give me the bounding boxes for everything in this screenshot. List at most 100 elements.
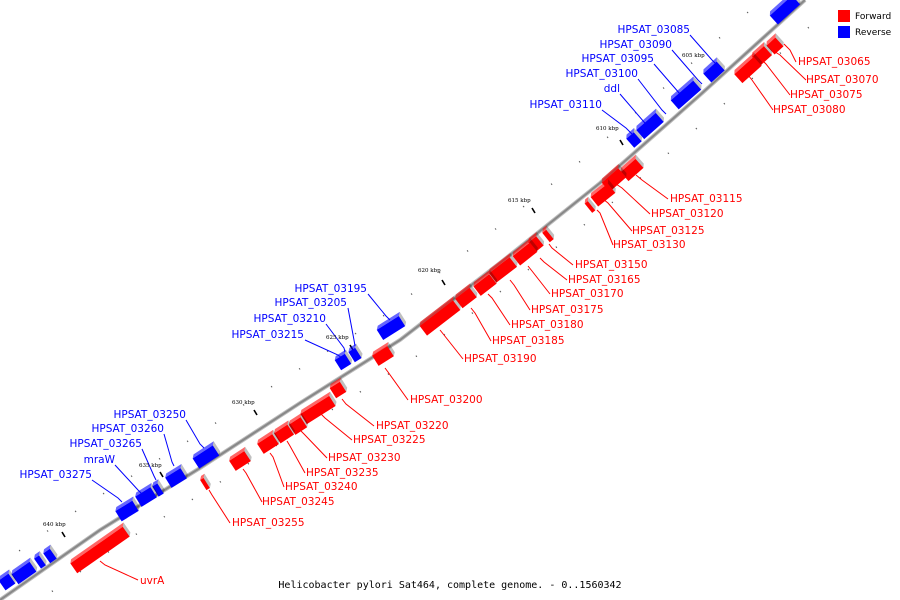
reverse-gene-block: [165, 464, 188, 488]
forward-gene-block-body: [257, 434, 279, 454]
forward-gene-label: HPSAT_03240: [285, 481, 358, 493]
forward-leader-line: [771, 49, 807, 81]
forward-gene-block-body: [288, 417, 308, 435]
tick-mark: [555, 246, 558, 249]
reverse-gene-label: HPSAT_03260: [91, 423, 164, 435]
reverse-leader-line: [653, 63, 685, 99]
forward-gene-block-body: [372, 346, 394, 366]
reverse-gene-block-side: [132, 496, 140, 511]
tick-mark: [382, 314, 385, 317]
reverse-gene-block-body: [165, 468, 187, 488]
forward-gene-block-body: [200, 477, 210, 491]
forward-leader-line: [596, 209, 614, 246]
forward-gene-block: [300, 391, 337, 425]
forward-gene-block-side: [272, 429, 280, 445]
tick-mark: [46, 530, 49, 532]
reverse-gene-block: [703, 57, 725, 83]
tick-mark: [746, 11, 749, 14]
forward-gene-label: HPSAT_03080: [773, 104, 846, 116]
forward-gene-label: HPSAT_03245: [262, 496, 335, 508]
forward-gene-block: [734, 52, 762, 84]
forward-gene-label: HPSAT_03180: [511, 319, 584, 331]
forward-gene-block-top: [473, 269, 490, 287]
forward-gene-block-body: [734, 56, 762, 84]
reverse-gene-block-side: [49, 544, 58, 559]
forward-leader-line: [615, 183, 651, 215]
reverse-gene-block-body: [703, 61, 725, 83]
tick-mark: [130, 475, 133, 478]
forward-gene-label: HPSAT_03175: [531, 304, 604, 316]
forward-leader-line: [286, 440, 306, 474]
reverse-gene-block: [769, 0, 801, 25]
tick-mark: [466, 250, 469, 252]
forward-gene-block: [584, 196, 596, 213]
forward-gene-block-body: [229, 451, 251, 471]
reverse-gene-block-top: [636, 108, 657, 131]
forward-gene-block: [70, 522, 131, 574]
forward-gene-block-top: [620, 154, 636, 173]
forward-gene-block-body: [584, 201, 596, 213]
forward-gene-block-body: [70, 526, 130, 574]
reverse-gene-block-top: [0, 569, 10, 581]
tick-mark: [51, 590, 54, 593]
reverse-gene-block-top: [626, 127, 635, 139]
reverse-gene-label: HPSAT_03210: [253, 313, 326, 325]
forward-gene-block: [766, 33, 784, 55]
reverse-gene-block-body: [135, 487, 157, 507]
tick-mark: [807, 26, 810, 29]
forward-leader-line: [208, 489, 231, 524]
reverse-gene-block: [135, 483, 158, 507]
forward-gene-block: [274, 420, 295, 444]
tick-mark: [326, 350, 329, 353]
reverse-gene-block-side: [344, 349, 353, 364]
forward-gene-block-top: [257, 429, 274, 444]
reverse-leader-line: [325, 323, 346, 353]
reverse-gene-block-top: [152, 479, 159, 487]
legend-reverse-swatch: [838, 26, 850, 38]
reverse-gene-block-body: [115, 500, 139, 522]
forward-gene-label: HPSAT_03230: [328, 452, 401, 464]
reverse-gene-block-top: [192, 441, 214, 459]
forward-gene-block: [288, 413, 309, 435]
tick-mark: [527, 268, 530, 271]
forward-gene-label: HPSAT_03065: [798, 56, 871, 68]
reverse-leader-line: [671, 49, 703, 85]
forward-leader-line: [548, 243, 574, 266]
scale-tick: [253, 409, 258, 416]
forward-gene-block-top: [489, 253, 511, 274]
tick-mark: [415, 355, 418, 358]
tick-mark: [779, 52, 782, 54]
tick-mark: [102, 492, 105, 495]
forward-gene-block-side: [587, 196, 596, 211]
reverse-gene-block-side: [355, 343, 363, 358]
reverse-gene-label: mraW: [84, 454, 116, 466]
forward-gene-block: [419, 296, 461, 336]
legend-forward-swatch: [838, 10, 850, 22]
reverse-gene-block: [376, 311, 407, 341]
reverse-leader-line: [619, 93, 649, 127]
forward-leader-line: [320, 413, 353, 441]
forward-gene-block-side: [763, 41, 773, 56]
tick-mark: [359, 390, 362, 393]
scale-label: 640 kbp: [43, 522, 66, 528]
tick-mark: [690, 62, 693, 65]
reverse-gene-block-side: [150, 483, 158, 498]
reverse-gene-block-side: [693, 76, 702, 90]
figure-caption: Helicobacter pylori Sat464, complete gen…: [278, 580, 621, 591]
reverse-leader-line: [185, 419, 205, 449]
forward-gene-block: [528, 231, 545, 252]
forward-gene-label: HPSAT_03225: [353, 434, 426, 446]
forward-gene-block-body: [300, 395, 336, 425]
tick-mark: [158, 457, 161, 460]
forward-gene-block-side: [607, 179, 616, 193]
reverse-leader-line: [91, 479, 123, 503]
forward-gene-block-side: [300, 413, 309, 428]
forward-gene-block-top: [288, 413, 302, 425]
forward-gene-block-top: [528, 231, 537, 243]
forward-gene-block-top: [70, 522, 124, 564]
forward-gene-block: [473, 269, 498, 296]
forward-gene-label: HPSAT_03185: [492, 335, 565, 347]
reverse-gene-block-top: [135, 483, 152, 497]
reverse-gene-block-side: [633, 127, 642, 142]
forward-leader-line: [602, 198, 633, 232]
